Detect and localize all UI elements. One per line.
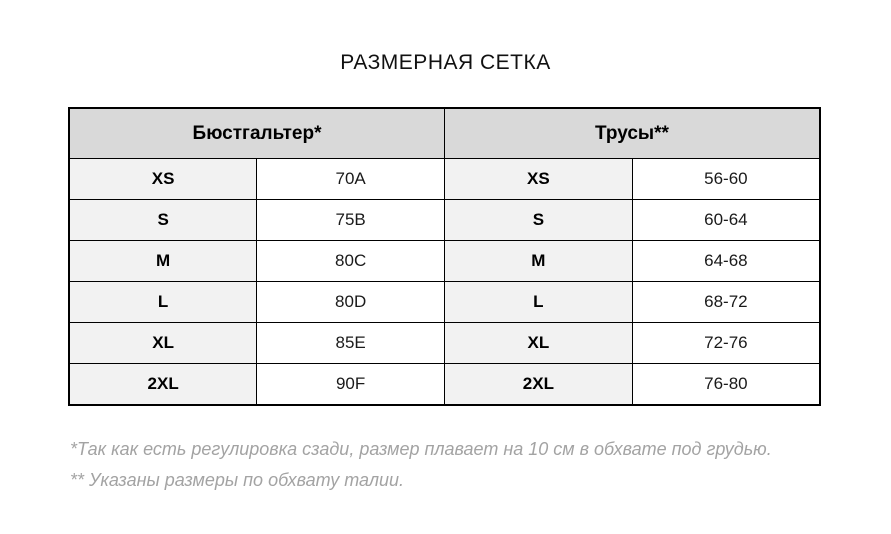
panties-column-header: Трусы** [444,107,821,159]
panties-value-cell: 72-76 [631,322,821,364]
bra-value-cell: 75B [256,199,445,241]
bra-size-cell: L [68,281,258,323]
panties-size-cell: S [444,199,633,241]
bra-value-cell: 80D [256,281,445,323]
bra-value-cell: 70A [256,158,445,200]
bra-value-cell: 80C [256,240,445,282]
bra-value-cell: 85E [256,322,445,364]
panties-size-cell: L [444,281,633,323]
table-row: XL 85E XL 72-76 [68,322,821,364]
bra-size-cell: S [68,199,258,241]
panties-size-cell: XS [444,158,633,200]
table-header-row: Бюстгальтер* Трусы** [68,107,821,159]
footnote-bra: *Так как есть регулировка сзади, размер … [70,439,772,459]
panties-size-cell: 2XL [444,363,633,406]
footnotes-block: *Так как есть регулировка сзади, размер … [70,434,860,496]
bra-value-cell: 90F [256,363,445,406]
panties-value-cell: 68-72 [631,281,821,323]
panties-size-cell: XL [444,322,633,364]
panties-value-cell: 60-64 [631,199,821,241]
table-row: M 80C M 64-68 [68,240,821,282]
panties-value-cell: 56-60 [631,158,821,200]
bra-column-header: Бюстгальтер* [68,107,445,159]
table-row: L 80D L 68-72 [68,281,821,323]
page-title: РАЗМЕРНАЯ СЕТКА [340,51,551,74]
bra-size-cell: 2XL [68,363,258,406]
panties-size-cell: M [444,240,633,282]
footnote-panties: ** Указаны размеры по обхвату талии. [70,470,404,490]
table-row: 2XL 90F 2XL 76-80 [68,363,821,406]
bra-size-cell: M [68,240,258,282]
table-row: XS 70A XS 56-60 [68,158,821,200]
panties-value-cell: 64-68 [631,240,821,282]
size-chart-table: Бюстгальтер* Трусы** XS 70A XS 56-60 S 7… [68,107,821,406]
panties-value-cell: 76-80 [631,363,821,406]
bra-size-cell: XL [68,322,258,364]
bra-size-cell: XS [68,158,258,200]
table-row: S 75B S 60-64 [68,199,821,241]
